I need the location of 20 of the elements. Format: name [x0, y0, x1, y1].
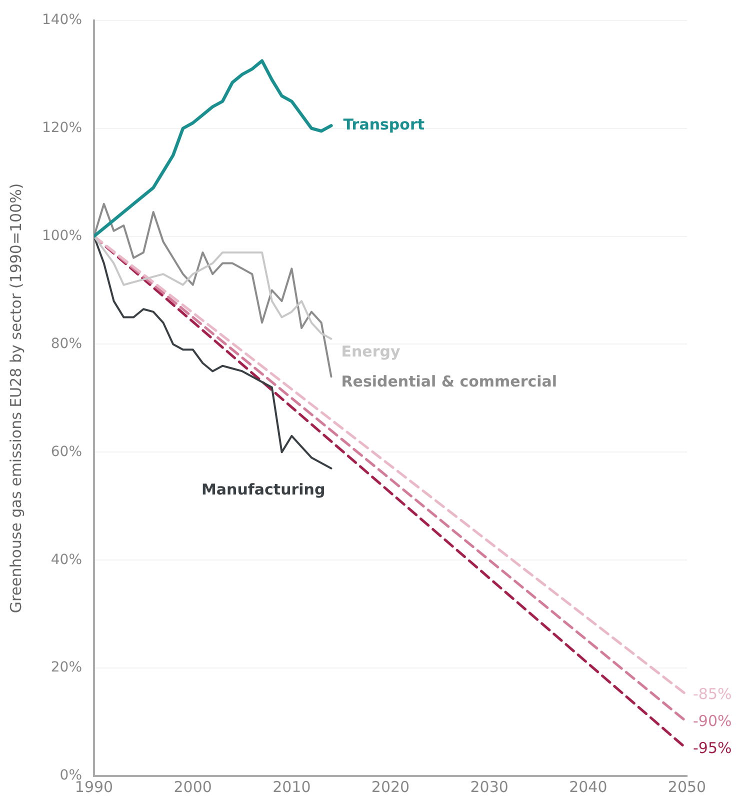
y-tick-label: 40%: [50, 552, 82, 568]
x-tick-label: 2040: [569, 778, 608, 796]
y-tick-label: 100%: [42, 228, 82, 244]
series-label: -90%: [693, 712, 732, 730]
x-tick-label: 2010: [272, 778, 311, 796]
series-label: -85%: [693, 684, 732, 703]
series-label: Transport: [343, 116, 425, 134]
y-axis-title: Greenhouse gas emissions EU28 by sector (1990=100%): [6, 183, 25, 614]
y-tick-label: 80%: [50, 336, 82, 352]
series-label: -95%: [693, 738, 732, 757]
series-label: Residential & commercial: [341, 372, 558, 390]
y-tick-label: 140%: [42, 12, 82, 28]
y-tick-label: 60%: [50, 444, 82, 460]
x-tick-label: 2000: [174, 778, 212, 796]
x-tick-label: 2030: [470, 778, 508, 796]
y-tick-label: 20%: [50, 660, 82, 676]
x-tick-label: 2050: [668, 778, 706, 796]
series-label: Manufacturing: [201, 480, 326, 498]
x-tick-label: 2020: [371, 778, 410, 796]
y-tick-label: 120%: [42, 120, 82, 136]
